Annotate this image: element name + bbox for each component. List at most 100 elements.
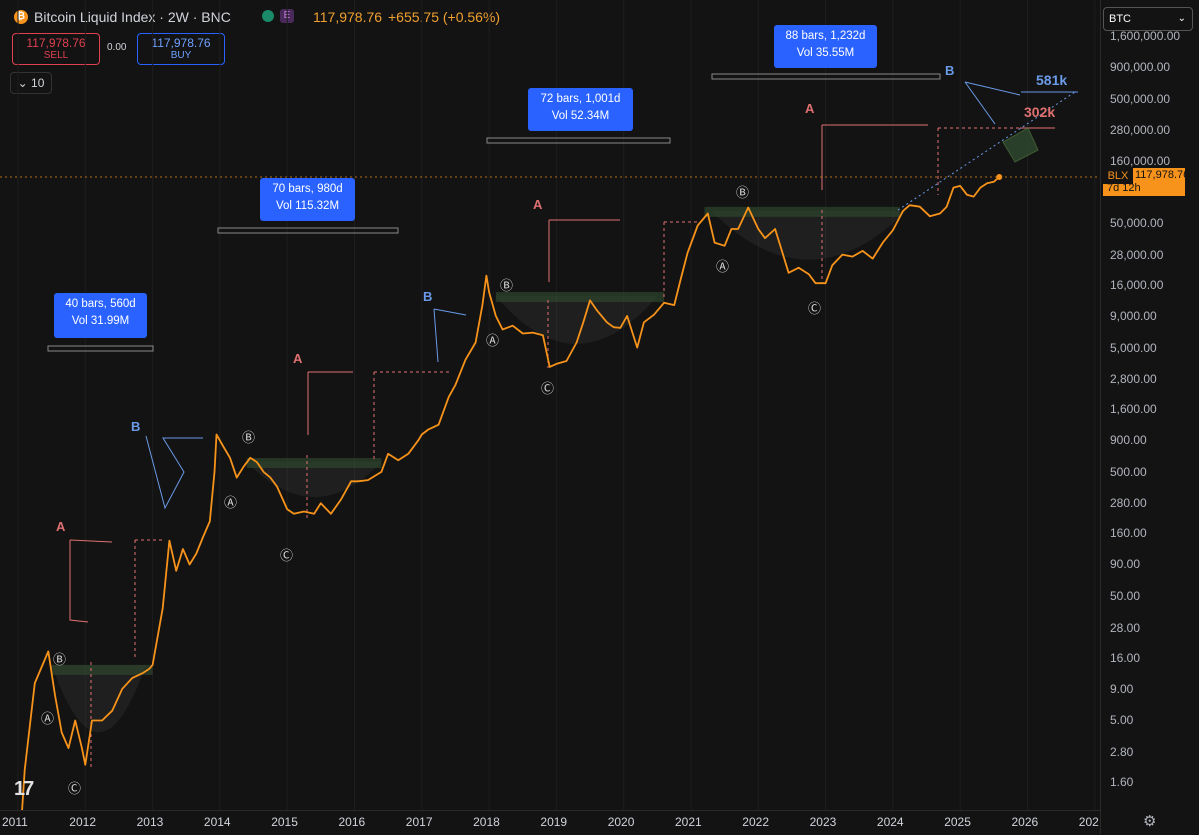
y-tick-label: 2.80 [1110,744,1134,759]
circle-b-3: Ⓑ [500,278,514,293]
y-tick-label: 160.00 [1110,526,1147,541]
cycle-2-bars: 70 bars, 980d [272,183,343,195]
cycle-2-vol: Vol 115.32M [275,200,340,212]
zone-1 [51,664,153,675]
grid [17,0,1096,810]
cycle-bowls [51,210,907,733]
price-line [21,176,1000,810]
x-tick-label: 2019 [540,815,568,829]
x-tick-label: 202 [1078,815,1099,829]
y-tick-label: 500.00 [1110,464,1147,479]
zone-2 [246,458,382,469]
cycle-box-4[interactable]: 88 bars, 1,232d Vol 35.55M [774,25,877,68]
a-arrow-1 [69,540,89,623]
zone-3 [495,292,665,303]
projection-zone [1002,127,1039,163]
y-tick-label: 280,000.00 [1110,123,1171,138]
x-tick-label: 2024 [876,815,904,829]
last-price-badge: BLX 117,978.76 7d 12h [1103,168,1189,196]
x-tick-label: 2023 [809,815,837,829]
price-chart[interactable] [0,0,1100,810]
y-tick-label: 5.00 [1110,713,1134,728]
y-tick-label: 9.00 [1110,681,1134,696]
visibility-icon[interactable] [262,10,274,22]
cycle-1-bars: 40 bars, 560d [65,298,136,310]
indicator-count: 10 [31,76,45,90]
currency-value: BTC [1109,13,1131,25]
y-tick-label: 28.00 [1110,620,1141,635]
y-tick-label: 16.00 [1110,650,1141,665]
circle-c-4: Ⓒ [808,301,822,316]
sell-price: 117,978.76 [26,36,86,50]
label-b-3: B [945,63,955,78]
indicators-collapse-button[interactable]: ⌄ 10 [10,72,52,94]
circle-a-4: Ⓐ [716,259,730,274]
circle-b-2: Ⓑ [242,430,256,445]
circle-a-1: Ⓐ [41,711,55,726]
x-tick-label: 2022 [742,815,769,829]
y-tick-label: 900,000.00 [1110,60,1171,75]
cycle-bowl-1 [51,664,146,733]
y-tick-label: 1.60 [1110,775,1134,789]
x-tick-label: 2025 [944,815,971,829]
time-axis[interactable] [0,810,1100,835]
x-tick-label: 2014 [203,815,231,829]
zone-4 [704,206,900,217]
b-arrow-2 [433,308,439,363]
x-tick-label: 2020 [607,815,635,829]
cycle-box-3[interactable]: 72 bars, 1,001d Vol 52.34M [528,88,633,131]
y-tick-label: 9,000.00 [1110,308,1157,323]
currency-select[interactable]: BTC ⌄ [1103,7,1193,31]
target-b-label: 581k [1036,72,1068,88]
range-ruler-4 [711,73,941,80]
bar-countdown: 7d 12h [1107,182,1141,194]
circle-a-3: Ⓐ [486,333,500,348]
spread-value: 0.00 [107,42,127,53]
last-price: 117,978.76 [313,9,383,25]
price-change: +655.75 (+0.56%) [388,9,501,25]
label-b-2: B [423,289,433,304]
chevron-down-icon: ⌄ [17,76,28,90]
y-tick-label: 2,800.00 [1110,371,1157,386]
y-tick-label: 50.00 [1110,589,1141,604]
y-tick-label: 500,000.00 [1110,92,1171,107]
circle-c-2: Ⓒ [280,548,294,563]
chevron-down-icon: ⌄ [1177,13,1186,24]
sell-button[interactable]: 117,978.76 SELL [12,33,100,65]
circle-b-1: Ⓑ [53,652,67,667]
range-ruler-1 [47,345,154,352]
buy-button[interactable]: 117,978.76 BUY [137,33,225,65]
price-series [21,174,1003,810]
x-tick-label: 2012 [69,815,96,829]
cycle-bowl-4 [711,210,907,260]
label-a-4: A [805,101,815,116]
cycle-bowl-3 [495,296,658,344]
price-axis[interactable] [1100,0,1199,834]
symbol-title[interactable]: Bitcoin Liquid Index · 2W · BNC [34,9,231,25]
buy-price: 117,978.76 [151,36,211,50]
x-tick-label: 2016 [338,815,366,829]
y-tick-label: 50,000.00 [1110,216,1164,231]
label-a-2: A [293,351,303,366]
b-arrow-2b [433,308,467,316]
x-tick-label: 2015 [271,815,298,829]
x-tick-label: 2013 [136,815,164,829]
range-ruler-2 [217,227,399,234]
x-tick-label: 2021 [675,815,702,829]
buy-label: BUY [170,50,192,61]
last-price-dot [996,174,1003,180]
cycle-box-1[interactable]: 40 bars, 560d Vol 31.99M [54,293,147,338]
ticker-tag: BLX [1103,168,1133,184]
x-tick-label: 2026 [1011,815,1039,829]
b-arrow-4b [964,81,1021,96]
cycle-box-2[interactable]: 70 bars, 980d Vol 115.32M [260,178,355,221]
a-arrow-1b [69,539,113,543]
sell-label: SELL [43,50,69,61]
label-a-1: A [56,519,66,534]
cycle-zones [51,206,900,675]
settings-gear-icon[interactable]: ⚙ [1143,813,1157,830]
circle-c-1: Ⓒ [68,781,82,796]
label-a-3: A [533,197,543,212]
target-a-label: 302k [1024,104,1056,120]
b-arrow-1 [145,435,203,510]
